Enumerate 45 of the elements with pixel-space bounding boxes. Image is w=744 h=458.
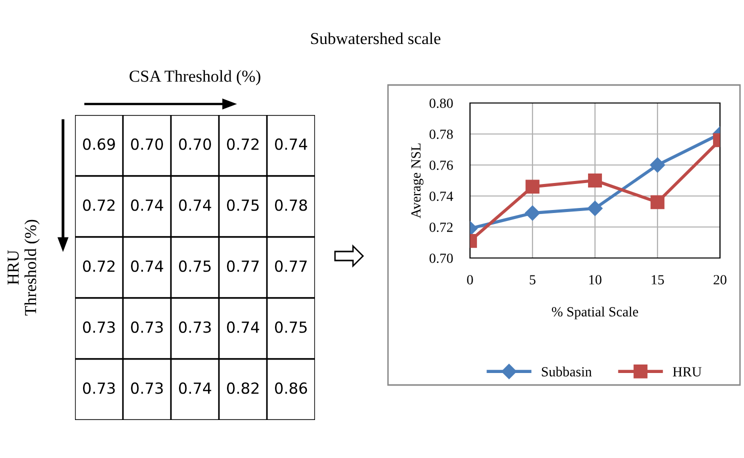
y-axis-title: HRU Threshold (%) <box>8 220 40 316</box>
data-label: 0.75 <box>275 321 307 333</box>
x-tick-label: 0 <box>467 275 473 284</box>
x-tick-label: 10 <box>589 275 602 284</box>
data-label: 0.86 <box>275 382 308 394</box>
y-tick-label: 0.74 <box>430 192 454 202</box>
data-label: 0.77 <box>275 260 307 272</box>
data-label: 0.74 <box>131 260 164 272</box>
x-axis-title: CSA Threshold (%) <box>130 70 260 86</box>
data-label: 0.72 <box>83 260 114 272</box>
y-tick-label: 0.80 <box>430 98 453 108</box>
x-axis-title: % Spatial Scale <box>552 306 638 320</box>
data-label: 0.72 <box>83 199 114 211</box>
y-tick-label: 0.72 <box>430 222 453 232</box>
data-label: 0.75 <box>179 260 211 272</box>
x-tick-label: 20 <box>714 275 726 284</box>
data-label: 0.74 <box>179 382 212 394</box>
point <box>587 200 603 216</box>
data-label: 0.73 <box>179 321 211 333</box>
data-label: 0.70 <box>179 138 211 150</box>
y-tick-label: 0.70 <box>430 254 453 264</box>
legend-label: Subbasin <box>542 366 592 376</box>
data-label: 0.73 <box>83 321 115 333</box>
x-tick-label: 5 <box>530 275 536 284</box>
data-label: 0.77 <box>227 260 259 272</box>
y-tick-label: 0.76 <box>430 160 453 170</box>
data-label: 0.73 <box>131 321 163 333</box>
data-label: 0.74 <box>179 199 212 211</box>
data-label: 0.74 <box>131 199 164 211</box>
data-label: 0.74 <box>275 138 308 150</box>
y-axis-title: Average NSL <box>411 143 424 218</box>
data-label: 0.72 <box>227 138 258 150</box>
y-tick-label: 0.78 <box>430 130 453 140</box>
legend-label: HRU <box>672 367 702 376</box>
data-label: 0.74 <box>227 321 260 333</box>
data-label: 0.82 <box>227 382 258 394</box>
chart-title: Subwatershed scale <box>311 32 440 44</box>
data-label: 0.73 <box>83 382 115 394</box>
x-tick-label: 15 <box>652 275 664 284</box>
data-label: 0.78 <box>275 199 307 211</box>
point <box>588 174 602 188</box>
data-label: 0.73 <box>131 382 163 394</box>
data-label: 0.75 <box>227 199 259 211</box>
data-label: 0.69 <box>83 138 115 150</box>
data-label: 0.70 <box>131 138 163 150</box>
